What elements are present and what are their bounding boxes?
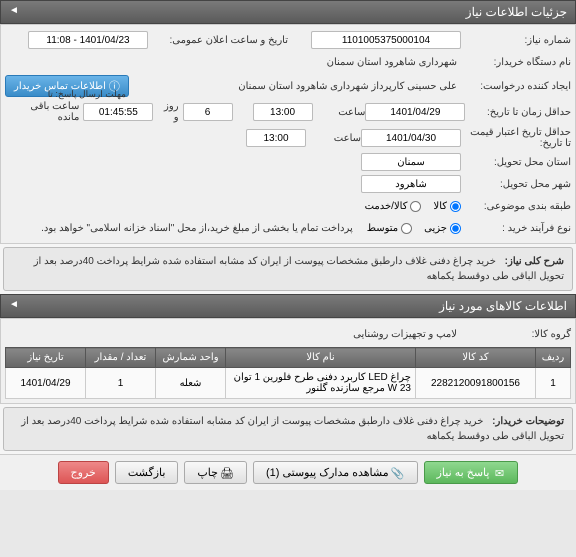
province-label: استان محل تحویل:	[461, 157, 571, 168]
exit-button[interactable]: خروج	[58, 461, 109, 484]
buyer-org-label: نام دستگاه خریدار:	[461, 57, 571, 68]
reply-button[interactable]: ✉ پاسخ به نیاز	[424, 461, 519, 484]
radio-medium[interactable]: متوسط	[367, 223, 412, 234]
need-number-label: شماره نیاز:	[461, 35, 571, 46]
table-header-row: ردیف کد کالا نام کالا واحد شمارش تعداد /…	[6, 348, 571, 368]
remain-time: 01:45:55	[83, 103, 153, 121]
category-label: طبقه بندی موضوعی:	[461, 201, 571, 212]
cell-unit: شعله	[156, 368, 226, 399]
cell-name: چراغ LED کاربرد دفنی طرح فلورین 1 توان W…	[226, 368, 416, 399]
reply-icon: ✉	[493, 467, 505, 479]
credit-date: 1401/04/30	[361, 129, 461, 147]
col-row: ردیف	[536, 348, 571, 368]
cell-row: 1	[536, 368, 571, 399]
print-icon: 🖨	[222, 467, 234, 479]
radio-service[interactable]: کالا/خدمت	[365, 201, 422, 212]
buyer-org-value: شهرداری شاهرود استان سمنان	[323, 57, 461, 68]
province-value: سمنان	[361, 153, 461, 171]
col-name: نام کالا	[226, 348, 416, 368]
process-radio-group: جزیی متوسط	[367, 223, 461, 234]
deadline-days: 6	[183, 103, 233, 121]
need-number-value: 1101005375000104	[311, 31, 461, 49]
goods-group-value: لامپ و تجهیزات روشنایی	[349, 329, 461, 340]
cell-qty: 1	[86, 368, 156, 399]
description-label: شرح کلی نیاز:	[505, 256, 564, 267]
col-date: تاریخ نیاز	[6, 348, 86, 368]
radio-partial-input[interactable]	[450, 223, 461, 234]
announce-value: 1401/04/23 - 11:08	[28, 31, 148, 49]
requester-label: ایجاد کننده درخواست:	[461, 81, 571, 92]
radio-partial[interactable]: جزیی	[424, 223, 461, 234]
col-unit: واحد شمارش	[156, 348, 226, 368]
radio-goods-input[interactable]	[450, 201, 461, 212]
buyer-notes-text: خرید چراغ دفنی غلاف دارطبق مشخصات پیوست …	[21, 416, 564, 442]
goods-header-title: اطلاعات کالاهای مورد نیاز	[439, 299, 567, 313]
cell-code: 2282120091800156	[416, 368, 536, 399]
deadline-date: 1401/04/29	[365, 103, 465, 121]
cell-date: 1401/04/29	[6, 368, 86, 399]
hour-label-2: ساعت	[306, 133, 361, 144]
button-bar: ✉ پاسخ به نیاز 📎 مشاهده مدارک پیوستی (1)…	[0, 454, 576, 490]
panel-header[interactable]: جزئیات اطلاعات نیاز	[0, 0, 576, 24]
process-label: نوع فرآیند خرید :	[461, 223, 571, 234]
credit-hour: 13:00	[246, 129, 306, 147]
deadline-hour: 13:00	[253, 103, 313, 121]
announce-label: تاریخ و ساعت اعلان عمومی:	[148, 35, 288, 46]
hour-label-1: ساعت	[313, 107, 366, 118]
category-radio-group: کالا کالا/خدمت	[365, 201, 461, 212]
attachments-button[interactable]: 📎 مشاهده مدارک پیوستی (1)	[253, 461, 418, 484]
col-code: کد کالا	[416, 348, 536, 368]
radio-service-input[interactable]	[410, 201, 421, 212]
buyer-notes-label: توضیحات خریدار:	[492, 416, 564, 427]
send-status-label: مهلت ارسال پاسخ: تا	[44, 89, 130, 100]
city-label: شهر محل تحویل:	[461, 179, 571, 190]
description-box: شرح کلی نیاز: خرید چراغ دفنی غلاف دارطبق…	[3, 247, 573, 291]
description-text: خرید چراغ دفنی غلاف دارطبق مشخصات پیوست …	[34, 256, 564, 282]
city-value: شاهرود	[361, 175, 461, 193]
col-qty: تعداد / مقدار	[86, 348, 156, 368]
days-label: روز و	[153, 101, 182, 123]
attachment-icon: 📎	[393, 467, 405, 479]
credit-label: حداقل تاریخ اعتبار قیمت تا تاریخ:	[461, 127, 571, 149]
back-button[interactable]: بازگشت	[115, 461, 179, 484]
table-row[interactable]: 1 2282120091800156 چراغ LED کاربرد دفنی …	[6, 368, 571, 399]
buyer-notes-box: توضیحات خریدار: خرید چراغ دفنی غلاف دارط…	[3, 407, 573, 451]
radio-medium-input[interactable]	[401, 223, 412, 234]
radio-goods[interactable]: کالا	[433, 201, 461, 212]
print-button[interactable]: 🖨 چاپ	[184, 461, 247, 484]
panel-title: جزئیات اطلاعات نیاز	[466, 5, 567, 19]
form-section: شماره نیاز: 1101005375000104 تاریخ و ساع…	[0, 24, 576, 244]
deadline-label: حداقل زمان تا تاریخ:	[465, 107, 571, 118]
goods-group-label: گروه کالا:	[461, 329, 571, 340]
payment-note: پرداخت تمام یا بخشی از مبلغ خرید،از محل …	[37, 223, 357, 234]
goods-header[interactable]: اطلاعات کالاهای مورد نیاز	[0, 294, 576, 318]
goods-table: ردیف کد کالا نام کالا واحد شمارش تعداد /…	[5, 347, 571, 399]
requester-value: علی حسینی کارپرداز شهرداری شاهرود استان …	[234, 81, 461, 92]
